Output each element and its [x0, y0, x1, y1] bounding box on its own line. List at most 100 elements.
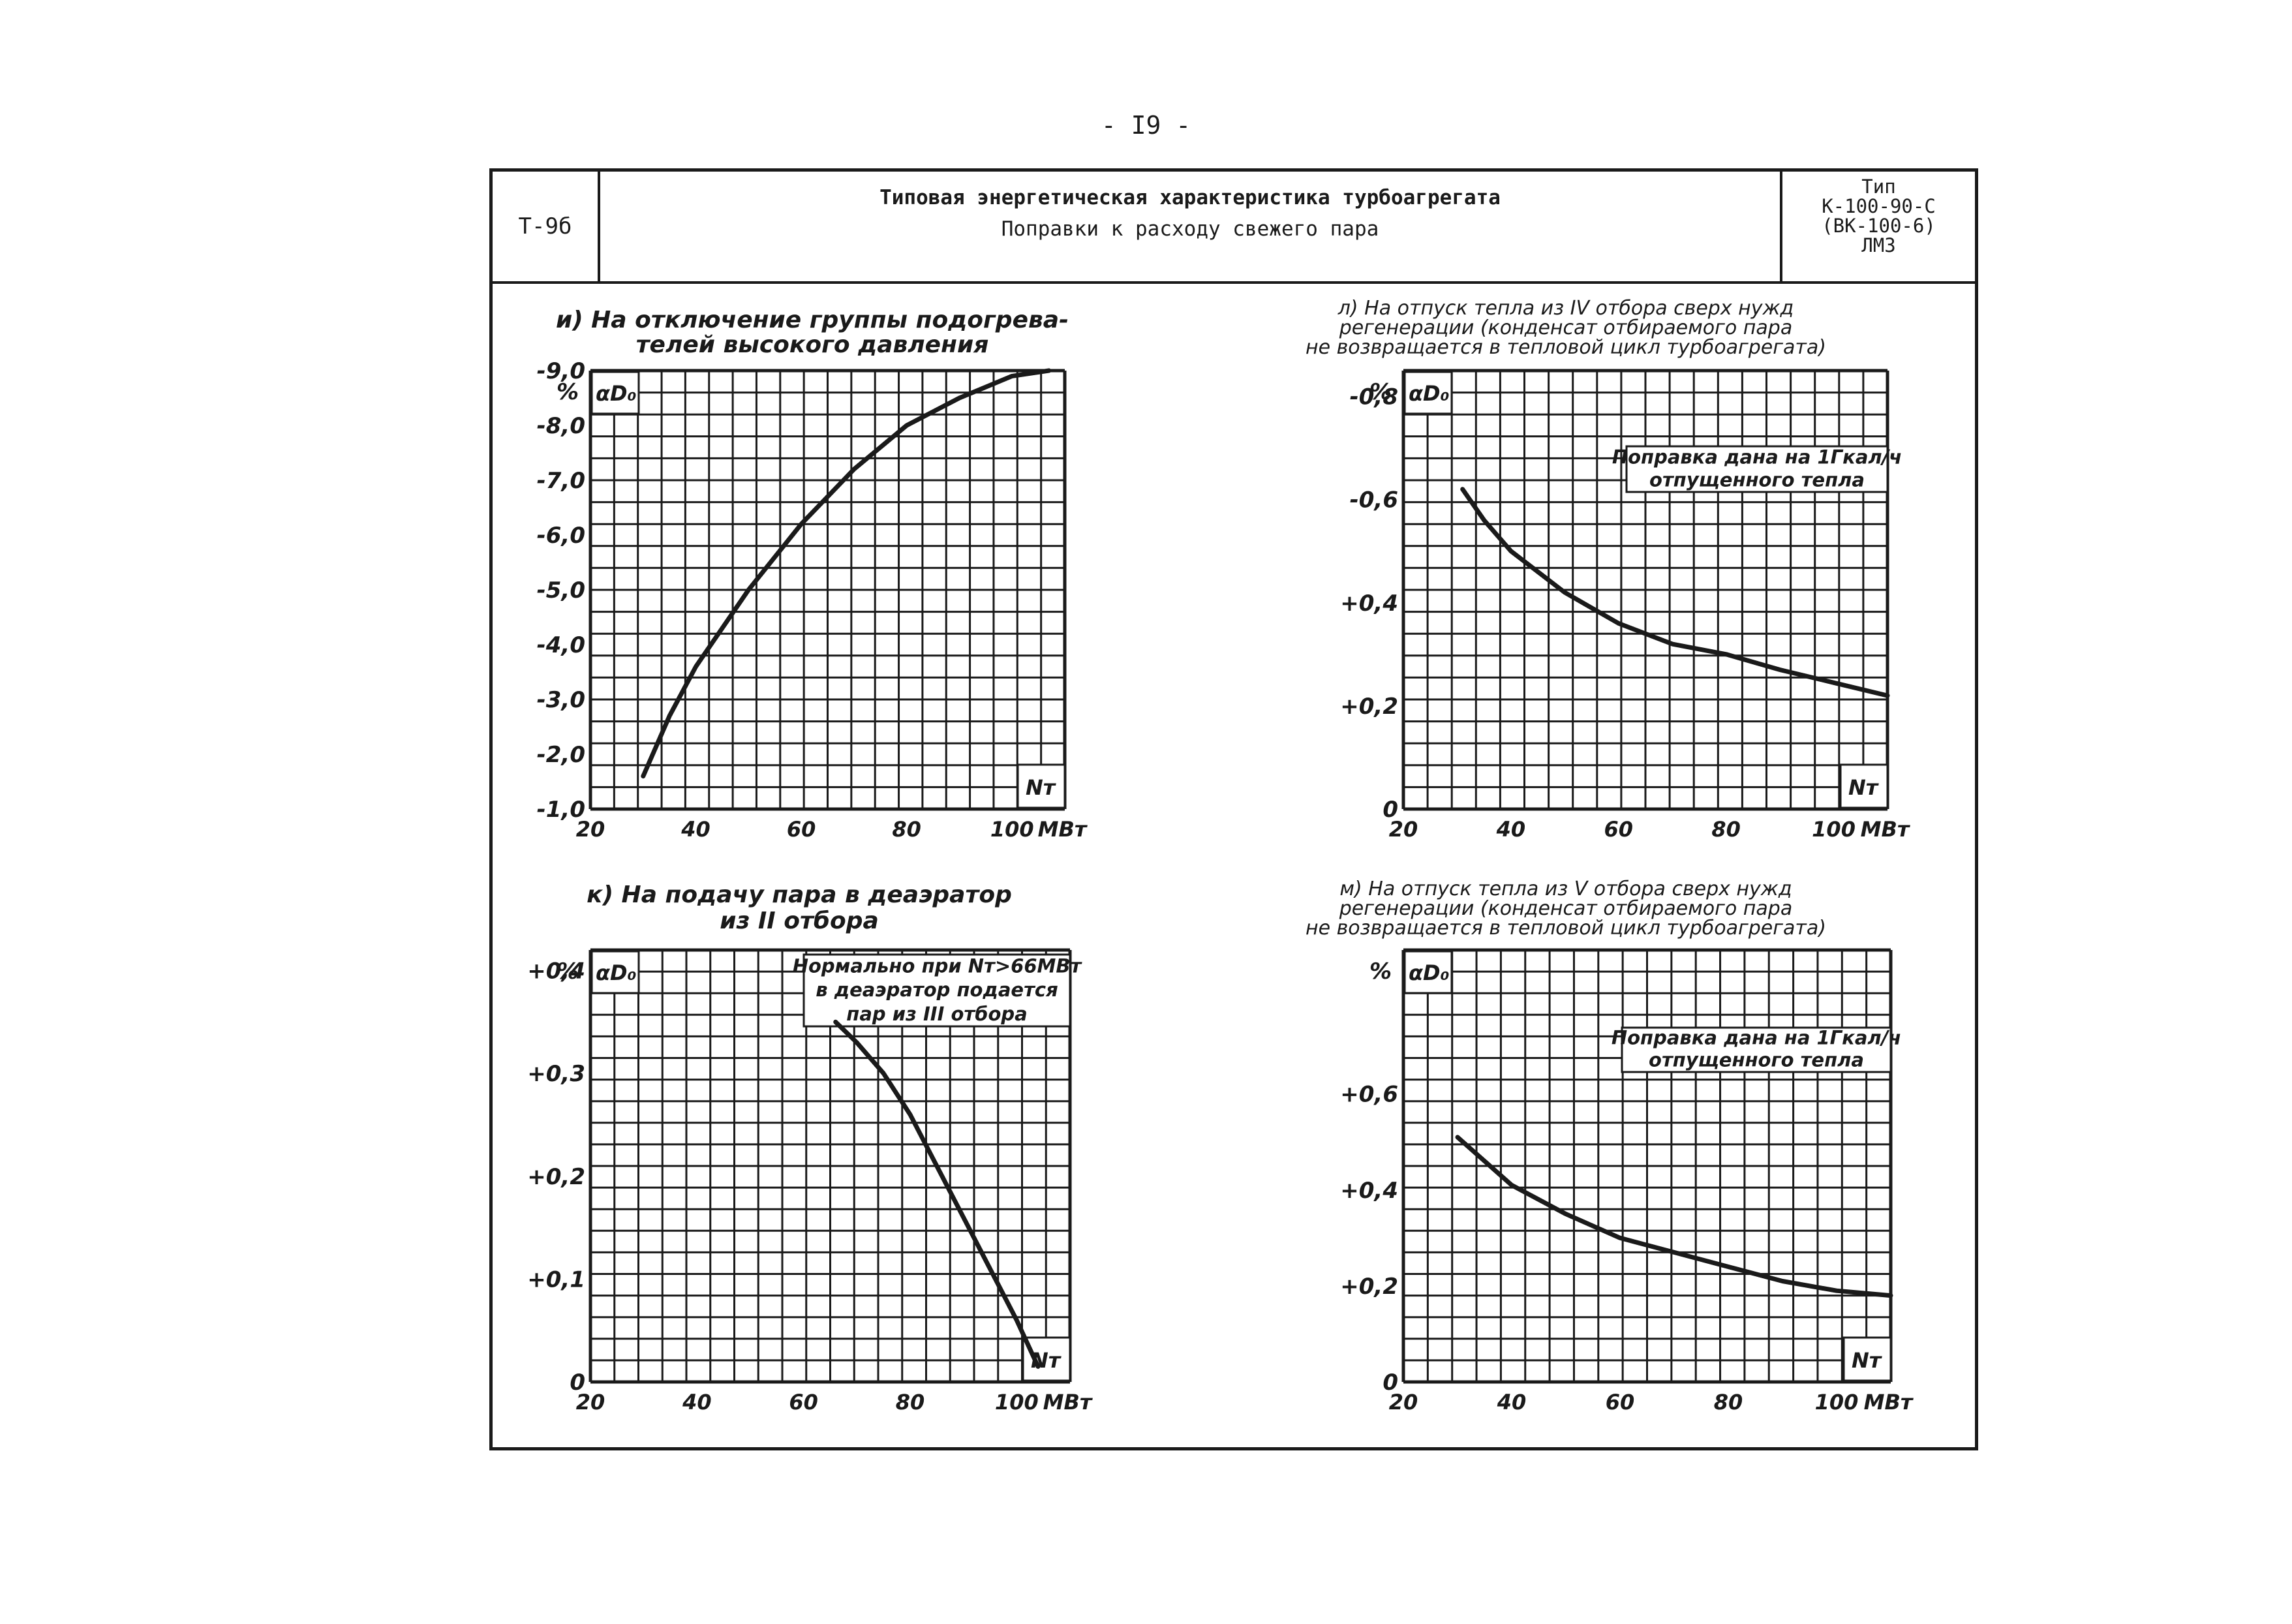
y-axis-unit: %: [557, 379, 579, 405]
y-tick-label: -1,0: [537, 797, 585, 823]
y-tick-label: -3,0: [537, 687, 585, 713]
sheet-code: Т-9б: [493, 172, 600, 281]
x-tick-label: 60: [789, 1390, 818, 1415]
x-tick-label: 100: [995, 1390, 1039, 1415]
x-tick-label: 100: [990, 817, 1034, 842]
chart-m: м) На отпуск тепла из V отбора сверх нуж…: [1306, 878, 1914, 1415]
y-tick-label: 0: [1383, 1370, 1398, 1396]
y-tick-label: 0: [570, 1370, 585, 1396]
y-axis-unit: %: [1369, 379, 1392, 405]
note-line: Нормально при Nт>66МВт: [793, 955, 1083, 977]
note-line: пар из III отбора: [846, 1003, 1027, 1025]
x-tick-label: 40: [682, 1390, 712, 1415]
type-model: К-100-90-С: [1822, 195, 1936, 217]
series-curve: [641, 368, 1052, 779]
note-line: отпущенного тепла: [1649, 1049, 1864, 1071]
x-tick-label: 40: [1497, 1390, 1527, 1415]
sheet-frame: Т-9б Типовая энергетическая характеристи…: [489, 168, 1978, 1450]
x-axis-label: Nт: [1026, 775, 1057, 800]
y-tick-label: +0,3: [527, 1061, 585, 1087]
x-axis-label-box: [1022, 1336, 1071, 1382]
note-line: Поправка дана на 1Гкал/ч: [1612, 1027, 1901, 1049]
x-tick-label: 40: [680, 817, 711, 842]
y-tick-label: -0,8: [1350, 384, 1398, 410]
y-tick-label: +0,6: [1340, 1082, 1398, 1108]
y-axis-label-box: [1403, 950, 1453, 994]
chart-title: к) На подачу пара в деаэратор: [587, 881, 1012, 908]
x-axis-label-box: [1016, 763, 1066, 809]
note-line: Поправка дана на 1Гкал/ч: [1612, 446, 1902, 468]
x-tick-label: 60: [1604, 817, 1634, 842]
y-tick-label: -2,0: [537, 742, 585, 768]
chart-title: и) На отключение группы подогрева-: [556, 307, 1069, 333]
y-tick-label: +0,4: [527, 958, 585, 985]
x-tick-label: 20: [576, 817, 605, 842]
chart-l: л) На отпуск тепла из IV отбора сверх ну…: [1306, 297, 1911, 842]
x-axis-label: Nт: [1848, 775, 1880, 800]
x-axis-label-box: [1842, 1336, 1892, 1382]
x-tick-label: 20: [576, 1390, 605, 1415]
x-tick-label: 100: [1815, 1390, 1859, 1415]
x-axis-label-box: [1839, 763, 1889, 809]
x-axis-label: Nт: [1852, 1348, 1883, 1373]
note-line: в деаэратор подается: [816, 979, 1058, 1001]
y-axis-label: αD₀: [1409, 381, 1450, 406]
y-tick-label: +0,1: [527, 1266, 585, 1293]
x-tick-label: 60: [787, 817, 816, 842]
chart-title: телей высокого давления: [636, 331, 989, 358]
y-axis-label-box: [590, 371, 640, 415]
chart-title: не возвращается в тепловой цикл турбоагр…: [1306, 917, 1826, 940]
chart-title: л) На отпуск тепла из IV отбора сверх ну…: [1337, 297, 1794, 320]
x-axis-unit: МВт: [1861, 817, 1911, 842]
series-curve: [1455, 1135, 1893, 1298]
y-axis-label: αD₀: [596, 960, 637, 985]
note-line: отпущенного тепла: [1649, 468, 1865, 491]
type-plant: ЛМЗ: [1861, 234, 1896, 256]
x-tick-label: 100: [1812, 817, 1856, 842]
y-tick-label: -0,6: [1350, 487, 1398, 513]
y-axis-unit: %: [1369, 958, 1392, 985]
turbine-type-cell: Тип К-100-90-С (ВК-100-6) ЛМЗ: [1782, 172, 1975, 286]
y-tick-label: -9,0: [537, 358, 585, 384]
y-tick-label: -4,0: [537, 632, 585, 658]
note-box: [1625, 445, 1889, 493]
chart-title: не возвращается в тепловой цикл турбоагр…: [1306, 336, 1826, 359]
y-tick-label: +0,4: [1340, 590, 1398, 617]
chart-title: регенерации (конденсат отбираемого пара: [1339, 316, 1792, 339]
type-alt: (ВК-100-6): [1822, 215, 1936, 237]
title-cell: Типовая энергетическая характеристика ту…: [600, 172, 1782, 281]
y-axis-unit: %: [557, 958, 579, 985]
note-box: [1621, 1026, 1892, 1073]
x-tick-label: 80: [896, 1390, 925, 1415]
chart-i: и) На отключение группы подогрева-телей …: [537, 307, 1088, 842]
x-tick-label: 80: [1714, 1390, 1743, 1415]
y-tick-label: +0,4: [1340, 1178, 1398, 1204]
series-curve: [1460, 487, 1890, 698]
y-tick-label: +0,2: [1340, 694, 1398, 720]
chart-title: регенерации (конденсат отбираемого пара: [1339, 897, 1792, 920]
y-tick-label: -5,0: [537, 577, 585, 604]
y-tick-label: +0,2: [1340, 1274, 1398, 1300]
y-axis-label-box: [590, 950, 640, 994]
chart-title: м) На отпуск тепла из V отбора сверх нуж…: [1339, 878, 1792, 900]
page-number: - I9 -: [1101, 111, 1191, 140]
x-tick-label: 20: [1389, 817, 1418, 842]
x-axis-unit: МВт: [1038, 817, 1088, 842]
title-block: Т-9б Типовая энергетическая характеристи…: [493, 172, 1975, 284]
y-tick-label: -8,0: [537, 413, 585, 439]
y-tick-label: +0,2: [527, 1164, 585, 1190]
x-tick-label: 80: [892, 817, 921, 842]
document-title: Типовая энергетическая характеристика ту…: [879, 186, 1501, 209]
chart-title: из II отбора: [720, 908, 879, 934]
series-curve: [833, 1019, 1041, 1369]
x-tick-label: 60: [1606, 1390, 1635, 1415]
document-subtitle: Поправки к расходу свежего пара: [1001, 217, 1379, 241]
x-tick-label: 20: [1389, 1390, 1418, 1415]
x-axis-unit: МВт: [1864, 1390, 1914, 1415]
y-axis-label: αD₀: [1409, 960, 1450, 985]
x-tick-label: 80: [1711, 817, 1741, 842]
y-tick-label: -7,0: [537, 468, 585, 494]
y-axis-label-box: [1403, 371, 1453, 415]
